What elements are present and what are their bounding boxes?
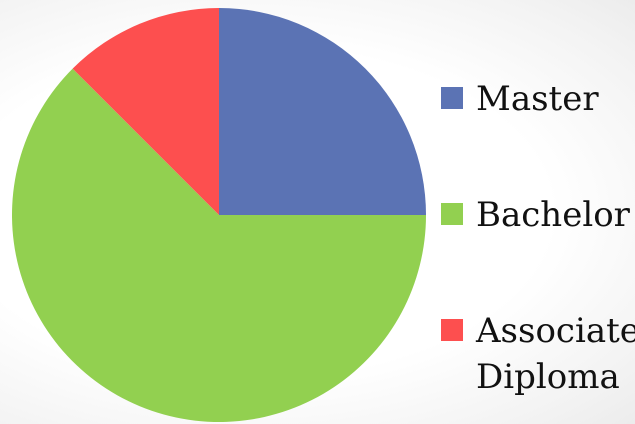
legend: Master Bachelor Associate Diploma: [441, 79, 635, 397]
legend-marker-bachelor: [441, 203, 463, 225]
legend-item-associate-diploma: Associate Diploma: [441, 311, 635, 397]
pie-slice-associate-diploma: [72, 8, 219, 215]
legend-label-associate-diploma-line-1: Associate: [475, 311, 635, 351]
pie-slice-master: [219, 8, 426, 215]
pie-slices: [11, 8, 426, 422]
legend-label-bachelor: Bachelor: [476, 195, 631, 235]
legend-marker-master: [441, 87, 463, 109]
legend-item-bachelor: Bachelor: [441, 195, 631, 235]
legend-label-master: Master: [476, 79, 599, 119]
legend-label-associate-diploma-line-2: Diploma: [476, 357, 620, 397]
legend-marker-associate-diploma: [441, 319, 463, 341]
pie-slice-bachelor: [11, 68, 426, 422]
legend-item-master: Master: [441, 79, 599, 119]
